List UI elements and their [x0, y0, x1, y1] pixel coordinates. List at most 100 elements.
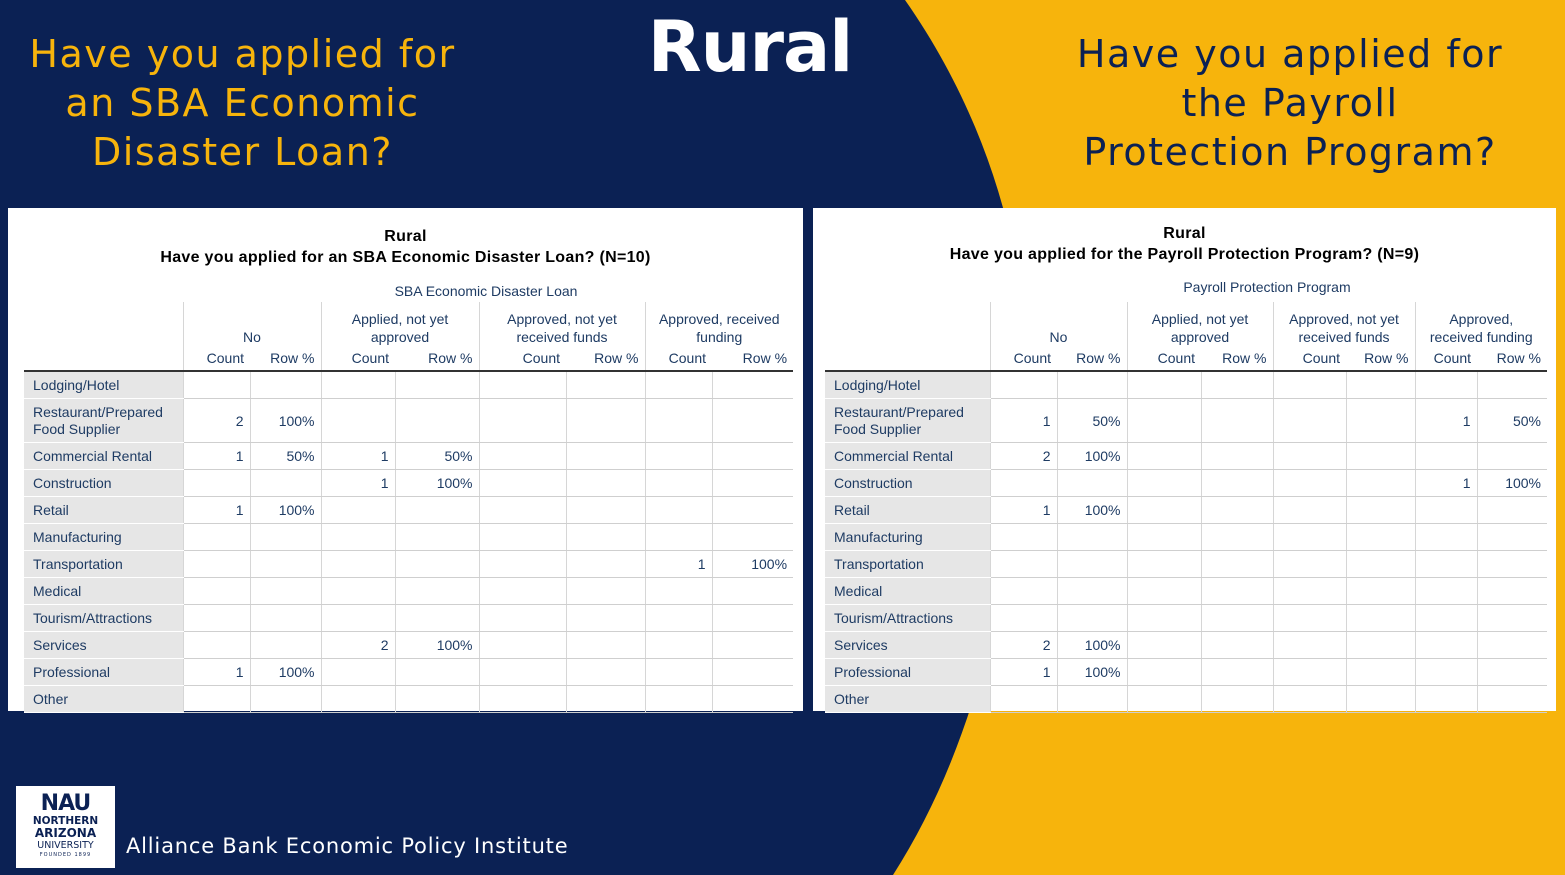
count-cell [1272, 604, 1347, 632]
row-percent-cell [394, 685, 480, 713]
row-label: Professional [24, 658, 183, 686]
column-header: Row % [395, 346, 480, 372]
count-cell: 2 [989, 631, 1057, 659]
column-header: Row % [250, 346, 321, 372]
table-row: Medical [24, 577, 794, 605]
group-header-line: Approved, not yet [507, 311, 617, 327]
count-cell [182, 577, 250, 605]
count-cell [1414, 604, 1478, 632]
count-cell [1272, 577, 1347, 605]
count-cell [1272, 658, 1347, 686]
row-label: Other [24, 685, 183, 713]
count-cell [1126, 398, 1201, 443]
row-label-line: Services [834, 636, 888, 653]
row-percent-cell [249, 550, 321, 578]
group-header: Applied, not yet approved [320, 302, 480, 346]
count-cell [182, 469, 250, 497]
count-cell [1414, 523, 1478, 551]
row-percent-cell [1476, 631, 1548, 659]
row-percent-cell [1345, 685, 1416, 713]
row-label: Services [825, 631, 990, 659]
row-label-line: Manufacturing [33, 528, 122, 545]
table-title: Rural [384, 228, 427, 245]
column-header: Row % [1057, 346, 1127, 372]
group-header-line: approved [370, 329, 430, 345]
right-question: Have you applied for the Payroll Protect… [1055, 30, 1525, 177]
count-cell [1272, 371, 1347, 399]
row-percent-cell [565, 371, 646, 399]
table-row: Commercial Rental 1 50% 1 50% [24, 442, 794, 470]
row-label-line: Restaurant/Prepared [33, 403, 163, 420]
group-header-row: No Applied, not yet approved Approved, not … [825, 302, 1548, 346]
table-row: Tourism/Attractions [825, 604, 1548, 632]
row-percent-cell [394, 658, 480, 686]
row-percent-cell [711, 442, 794, 470]
count-cell [478, 469, 567, 497]
table-row: Medical [825, 577, 1548, 605]
row-percent-cell [1200, 631, 1274, 659]
row-label-line: Food Supplier [33, 420, 121, 437]
row-percent-cell [711, 631, 794, 659]
row-label: Lodging/Hotel [825, 371, 990, 399]
table-row: Transportation [825, 550, 1548, 578]
count-cell [644, 631, 713, 659]
row-percent-cell [565, 685, 646, 713]
table-row: Other [24, 685, 794, 713]
row-percent-cell [1200, 523, 1274, 551]
row-label-line: Commercial Rental [33, 447, 153, 464]
row-label-line: Professional [834, 663, 912, 680]
group-header-row: No Applied, not yet approved Approved, not … [24, 302, 794, 346]
row-percent-cell [1200, 469, 1274, 497]
count-cell [644, 442, 713, 470]
group-header: No [182, 302, 321, 346]
count-cell [478, 658, 567, 686]
row-percent-cell [711, 371, 794, 399]
row-label: Tourism/Attractions [825, 604, 990, 632]
table-row: Construction 1 100% [24, 469, 794, 497]
row-percent-cell [1200, 398, 1274, 443]
count-cell [1414, 577, 1478, 605]
row-percent-cell [1056, 371, 1127, 399]
count-cell [320, 658, 395, 686]
left-question-line: Have you applied for [29, 32, 456, 76]
count-cell [1272, 685, 1347, 713]
row-percent-cell [1345, 442, 1416, 470]
count-cell: 2 [989, 442, 1057, 470]
row-percent-cell [249, 685, 321, 713]
row-label: Medical [825, 577, 990, 605]
row-percent-cell [1345, 398, 1416, 443]
row-percent-cell [249, 631, 321, 659]
group-header-line: No [243, 329, 261, 345]
left-question-line: Disaster Loan? [92, 130, 393, 174]
row-label-line: Lodging/Hotel [33, 376, 120, 393]
count-cell: 1 [182, 658, 250, 686]
row-label: Retail [825, 496, 990, 524]
group-header-line: approved [1170, 329, 1230, 345]
row-percent-cell [1056, 577, 1127, 605]
column-header: Row % [1477, 346, 1548, 372]
count-cell: 1 [182, 442, 250, 470]
group-header-line: received funds [1298, 329, 1390, 345]
group-header-line: No [1049, 329, 1068, 345]
count-cell [1414, 496, 1478, 524]
group-header: Approved, received funding [1414, 302, 1548, 346]
count-cell [1414, 685, 1478, 713]
count-cell [1272, 523, 1347, 551]
table-row: Commercial Rental 2 100% [825, 442, 1548, 470]
row-label: Transportation [825, 550, 990, 578]
count-cell [1272, 398, 1347, 443]
row-percent-cell [249, 523, 321, 551]
group-header-line: received funding [1429, 329, 1533, 345]
table-row: Transportation 1 100% [24, 550, 794, 578]
row-label: Retail [24, 496, 183, 524]
row-percent-cell [1345, 550, 1416, 578]
row-label: Construction [24, 469, 183, 497]
row-percent-cell [565, 631, 646, 659]
count-cell [1126, 550, 1201, 578]
count-cell [478, 577, 567, 605]
row-percent-cell [1200, 604, 1274, 632]
group-header: Applied, not yet approved [1126, 302, 1274, 346]
column-header: Count [320, 346, 395, 372]
table-row: Professional 1 100% [24, 658, 794, 686]
count-cell [989, 469, 1057, 497]
